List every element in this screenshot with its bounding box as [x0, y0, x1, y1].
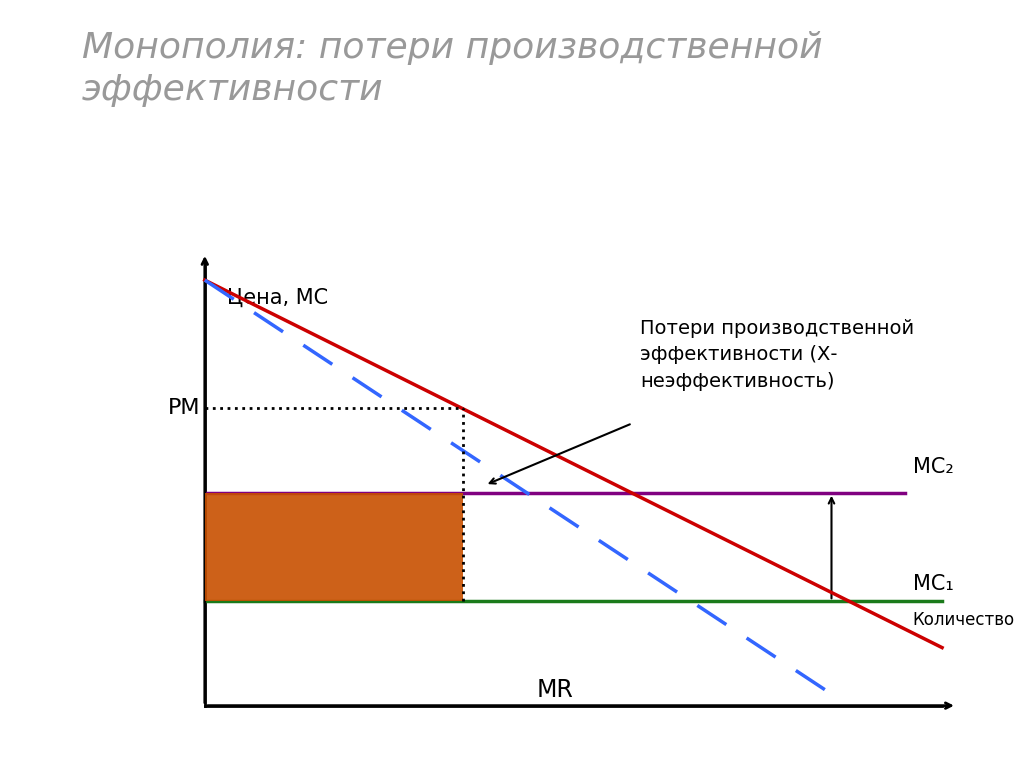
- Text: МС₂: МС₂: [912, 457, 953, 477]
- Text: Количество: Количество: [912, 611, 1015, 629]
- Bar: [205, 493, 463, 601]
- Text: МR: МR: [537, 678, 573, 702]
- Text: Потери производственной
эффективности (Х-
неэффективность): Потери производственной эффективности (Х…: [640, 319, 914, 391]
- Text: Монополия: потери производственной
эффективности: Монополия: потери производственной эффек…: [82, 31, 822, 107]
- Text: РМ: РМ: [168, 398, 201, 418]
- Text: Цена, МС: Цена, МС: [227, 288, 328, 308]
- Text: МС₁: МС₁: [912, 574, 953, 594]
